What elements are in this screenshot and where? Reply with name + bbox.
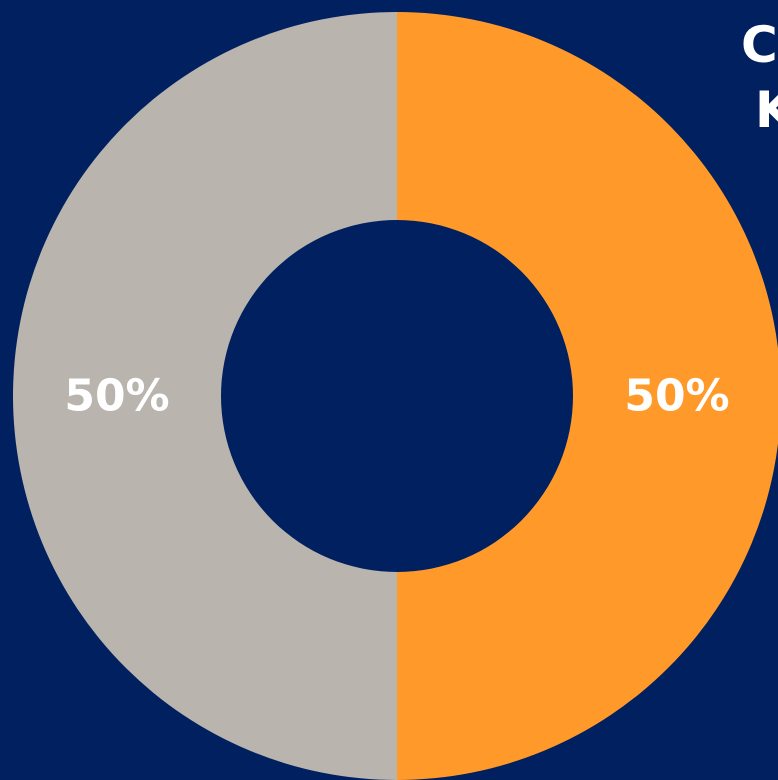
donut-slice-1 [397, 12, 778, 780]
slice-label-2: 50% [64, 371, 169, 422]
cropped-title-line-2: K [755, 81, 778, 139]
donut-slice-2 [13, 12, 397, 780]
slice-label-1: 50% [624, 371, 729, 422]
cropped-title-line-1: C [741, 16, 778, 74]
